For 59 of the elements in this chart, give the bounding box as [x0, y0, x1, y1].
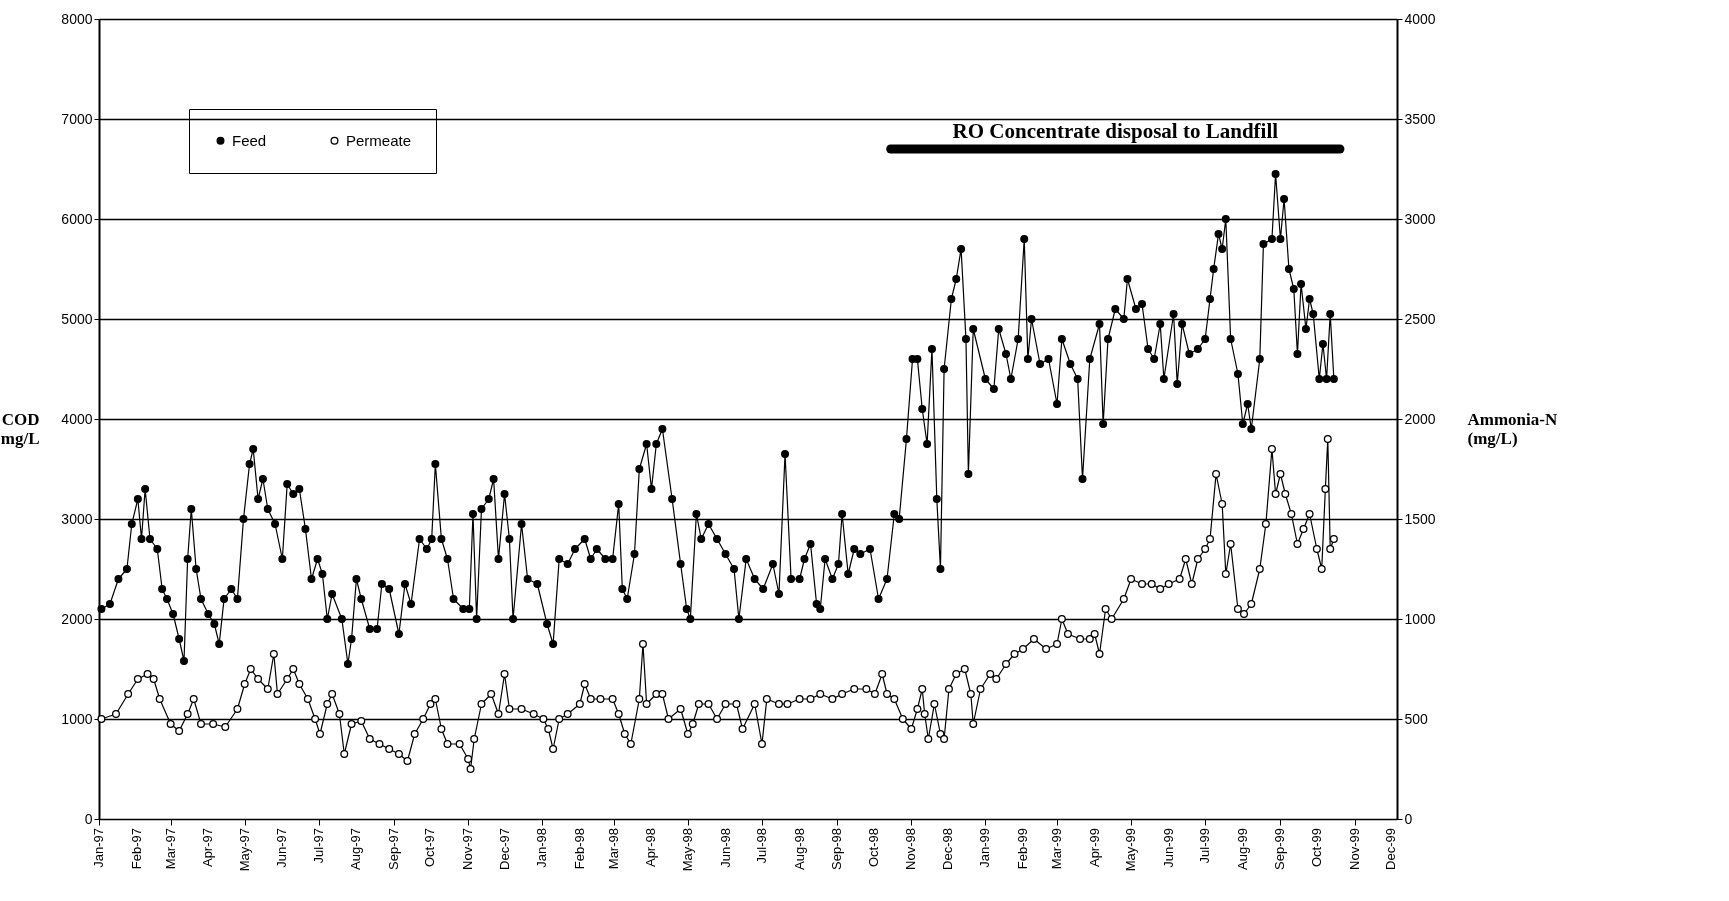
- y2-tick-label: 2500: [1404, 310, 1436, 327]
- x-tick-label: Jan-98: [534, 828, 550, 868]
- x-tick-label: Jun-98: [717, 828, 733, 868]
- x-tick-label: May-97: [236, 828, 252, 872]
- x-tick-label: Sep-99: [1272, 828, 1288, 870]
- x-tick-label: Jul-99: [1197, 828, 1213, 864]
- x-tick-label: Aug-98: [791, 828, 807, 870]
- x-tick-label: Mar-99: [1049, 828, 1065, 870]
- x-tick-label: Apr-98: [643, 828, 659, 868]
- x-tick-label: Aug-97: [348, 828, 364, 870]
- x-tick-label: May-98: [679, 828, 695, 872]
- x-tick-label: Aug-99: [1234, 828, 1250, 870]
- y-tick-label: 5000: [61, 310, 93, 327]
- y-tick-label: 3000: [61, 510, 93, 527]
- y-tick-label: 6000: [61, 210, 93, 227]
- x-tick-label: Oct-99: [1308, 828, 1324, 868]
- x-tick-label: Jul-97: [310, 828, 326, 864]
- x-tick-label: Sep-98: [829, 828, 845, 870]
- y2-tick-label: 3500: [1404, 110, 1436, 127]
- y-tick-label: 7000: [61, 110, 93, 127]
- x-tick-label: Oct-97: [422, 828, 438, 868]
- legend-label: Permeate: [346, 131, 412, 149]
- x-tick-label: Sep-97: [386, 828, 402, 870]
- x-tick-label: Feb-97: [128, 828, 144, 870]
- x-tick-label: Mar-98: [605, 828, 621, 870]
- x-tick-label: Feb-98: [571, 828, 587, 870]
- y-tick-label: 4000: [61, 410, 93, 427]
- x-tick-label: Feb-99: [1015, 828, 1031, 870]
- x-tick-label: May-99: [1123, 828, 1139, 872]
- x-tick-label: Dec-97: [496, 828, 512, 870]
- y-tick-label: 0: [84, 810, 93, 827]
- series-label: RO Concentrate disposal to Landfill: [952, 119, 1279, 143]
- x-tick-label: Jan-99: [977, 828, 993, 868]
- x-tick-label: Nov-99: [1346, 828, 1362, 870]
- x-tick-label: Apr-97: [200, 828, 216, 868]
- x-tick-label: Jul-98: [753, 828, 769, 864]
- y2-axis-title: Ammonia-N (mg/L): [1467, 409, 1558, 448]
- x-tick-label: Nov-98: [903, 828, 919, 870]
- x-tick-label: Jun-99: [1160, 828, 1176, 868]
- x-tick-label: Dec-98: [939, 828, 955, 870]
- x-tick-label: Jan-97: [91, 828, 106, 868]
- x-tick-label: Nov-97: [460, 828, 476, 870]
- x-tick-label: Apr-99: [1086, 828, 1102, 868]
- x-tick-label: Oct-98: [865, 828, 881, 868]
- y-axis-title: COD mg/L: [0, 409, 40, 448]
- x-tick-label: Jun-97: [274, 828, 290, 868]
- y-tick-label: 1000: [61, 710, 93, 727]
- y2-tick-label: 1000: [1404, 610, 1436, 627]
- y2-tick-label: 1500: [1404, 510, 1436, 527]
- x-tick-label: Dec-99: [1382, 828, 1398, 870]
- x-tick-label: Mar-97: [162, 828, 178, 870]
- y-tick-label: 8000: [61, 10, 93, 27]
- y2-tick-label: 500: [1404, 710, 1429, 727]
- y2-tick-label: 3000: [1404, 210, 1436, 227]
- y2-tick-label: 4000: [1404, 10, 1436, 27]
- legend-label: Feed: [232, 131, 267, 149]
- y-tick-label: 2000: [61, 610, 93, 627]
- y2-tick-label: 2000: [1404, 410, 1436, 427]
- y2-tick-label: 0: [1404, 810, 1413, 827]
